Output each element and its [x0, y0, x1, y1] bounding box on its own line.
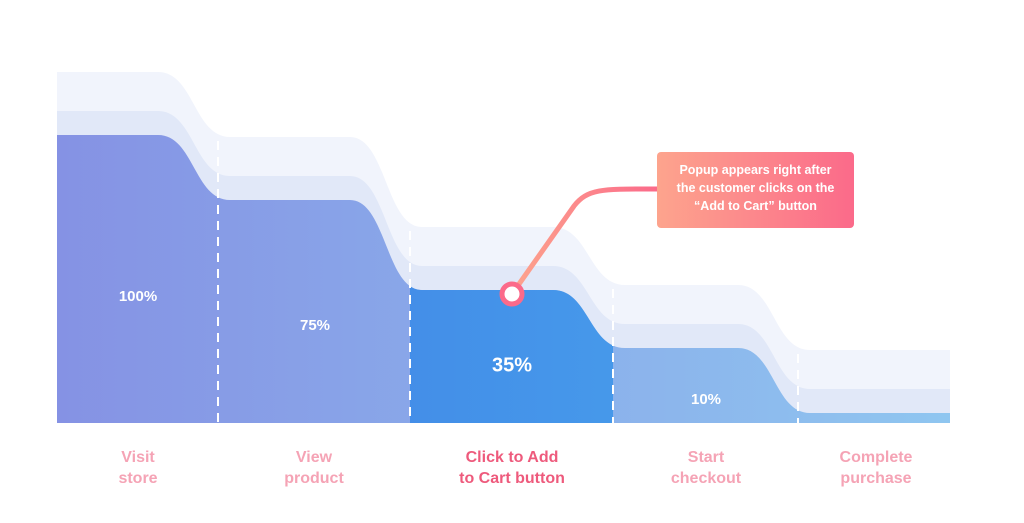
stage-label: Visit store: [118, 449, 157, 487]
callout-marker: [499, 281, 525, 307]
stage-label: Click to Add to Cart button: [459, 449, 565, 487]
callout-text: Popup appears right after the customer cl…: [677, 163, 835, 213]
stage-label: View product: [284, 449, 344, 487]
stage-label: Complete purchase: [840, 449, 913, 487]
value-label: 100%: [119, 288, 157, 305]
funnel-area: [57, 135, 950, 423]
funnel-highlight-area: [410, 285, 613, 423]
value-label: 5%: [962, 404, 984, 421]
callout-connector: [509, 186, 660, 297]
callout-box: [657, 152, 854, 228]
value-label: 75%: [300, 317, 330, 334]
stage-label: Start checkout: [671, 449, 742, 487]
value-label: 10%: [691, 391, 721, 408]
value-label: 35%: [492, 354, 532, 376]
